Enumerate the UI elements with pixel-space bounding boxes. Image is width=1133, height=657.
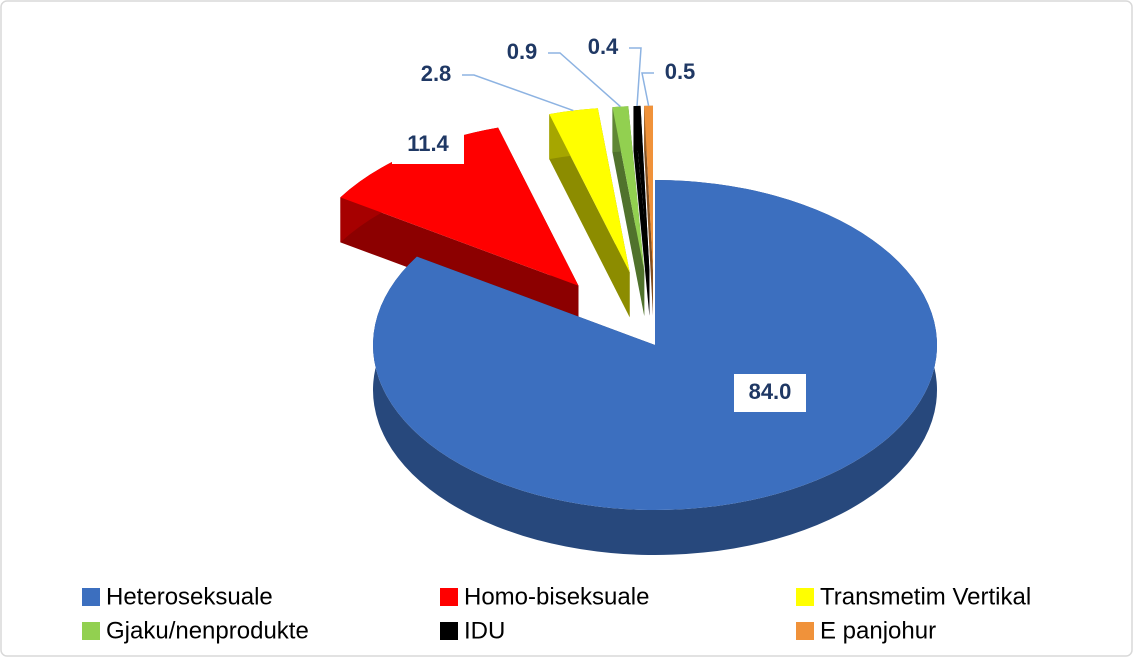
slice xyxy=(340,127,579,286)
slice-side xyxy=(633,106,650,316)
slice xyxy=(633,105,650,271)
data-label: 84.0 xyxy=(749,379,792,404)
leader-line xyxy=(629,47,642,107)
data-label: 0.5 xyxy=(665,59,696,84)
label-box xyxy=(734,374,806,412)
slice-side xyxy=(612,107,645,317)
slice xyxy=(549,108,630,273)
legend-swatch xyxy=(82,588,100,606)
legend-swatch xyxy=(82,622,100,640)
slice xyxy=(612,106,645,272)
legend-swatch xyxy=(796,588,814,606)
slice-side xyxy=(644,105,654,316)
legend-swatch xyxy=(796,622,814,640)
data-label: 0.4 xyxy=(588,34,619,59)
legend-label: E panjohur xyxy=(820,617,936,644)
legend-label: Homo-biseksuale xyxy=(464,583,649,610)
slice-side xyxy=(549,114,630,318)
leader-line xyxy=(548,52,621,108)
slice xyxy=(373,180,937,510)
legend-label: IDU xyxy=(464,617,505,644)
leader-line xyxy=(462,74,574,112)
data-label: 11.4 xyxy=(407,131,449,156)
legend-swatch xyxy=(440,588,458,606)
legend-label: Heteroseksuale xyxy=(106,583,273,610)
slice xyxy=(644,105,654,271)
label-box xyxy=(392,126,464,164)
data-label: 0.9 xyxy=(507,39,538,64)
legend-label: Transmetim Vertikal xyxy=(820,583,1031,610)
data-label: 2.8 xyxy=(421,61,452,86)
legend-swatch xyxy=(440,622,458,640)
legend-label: Gjaku/nenprodukte xyxy=(106,617,309,644)
leader-line xyxy=(641,72,654,106)
